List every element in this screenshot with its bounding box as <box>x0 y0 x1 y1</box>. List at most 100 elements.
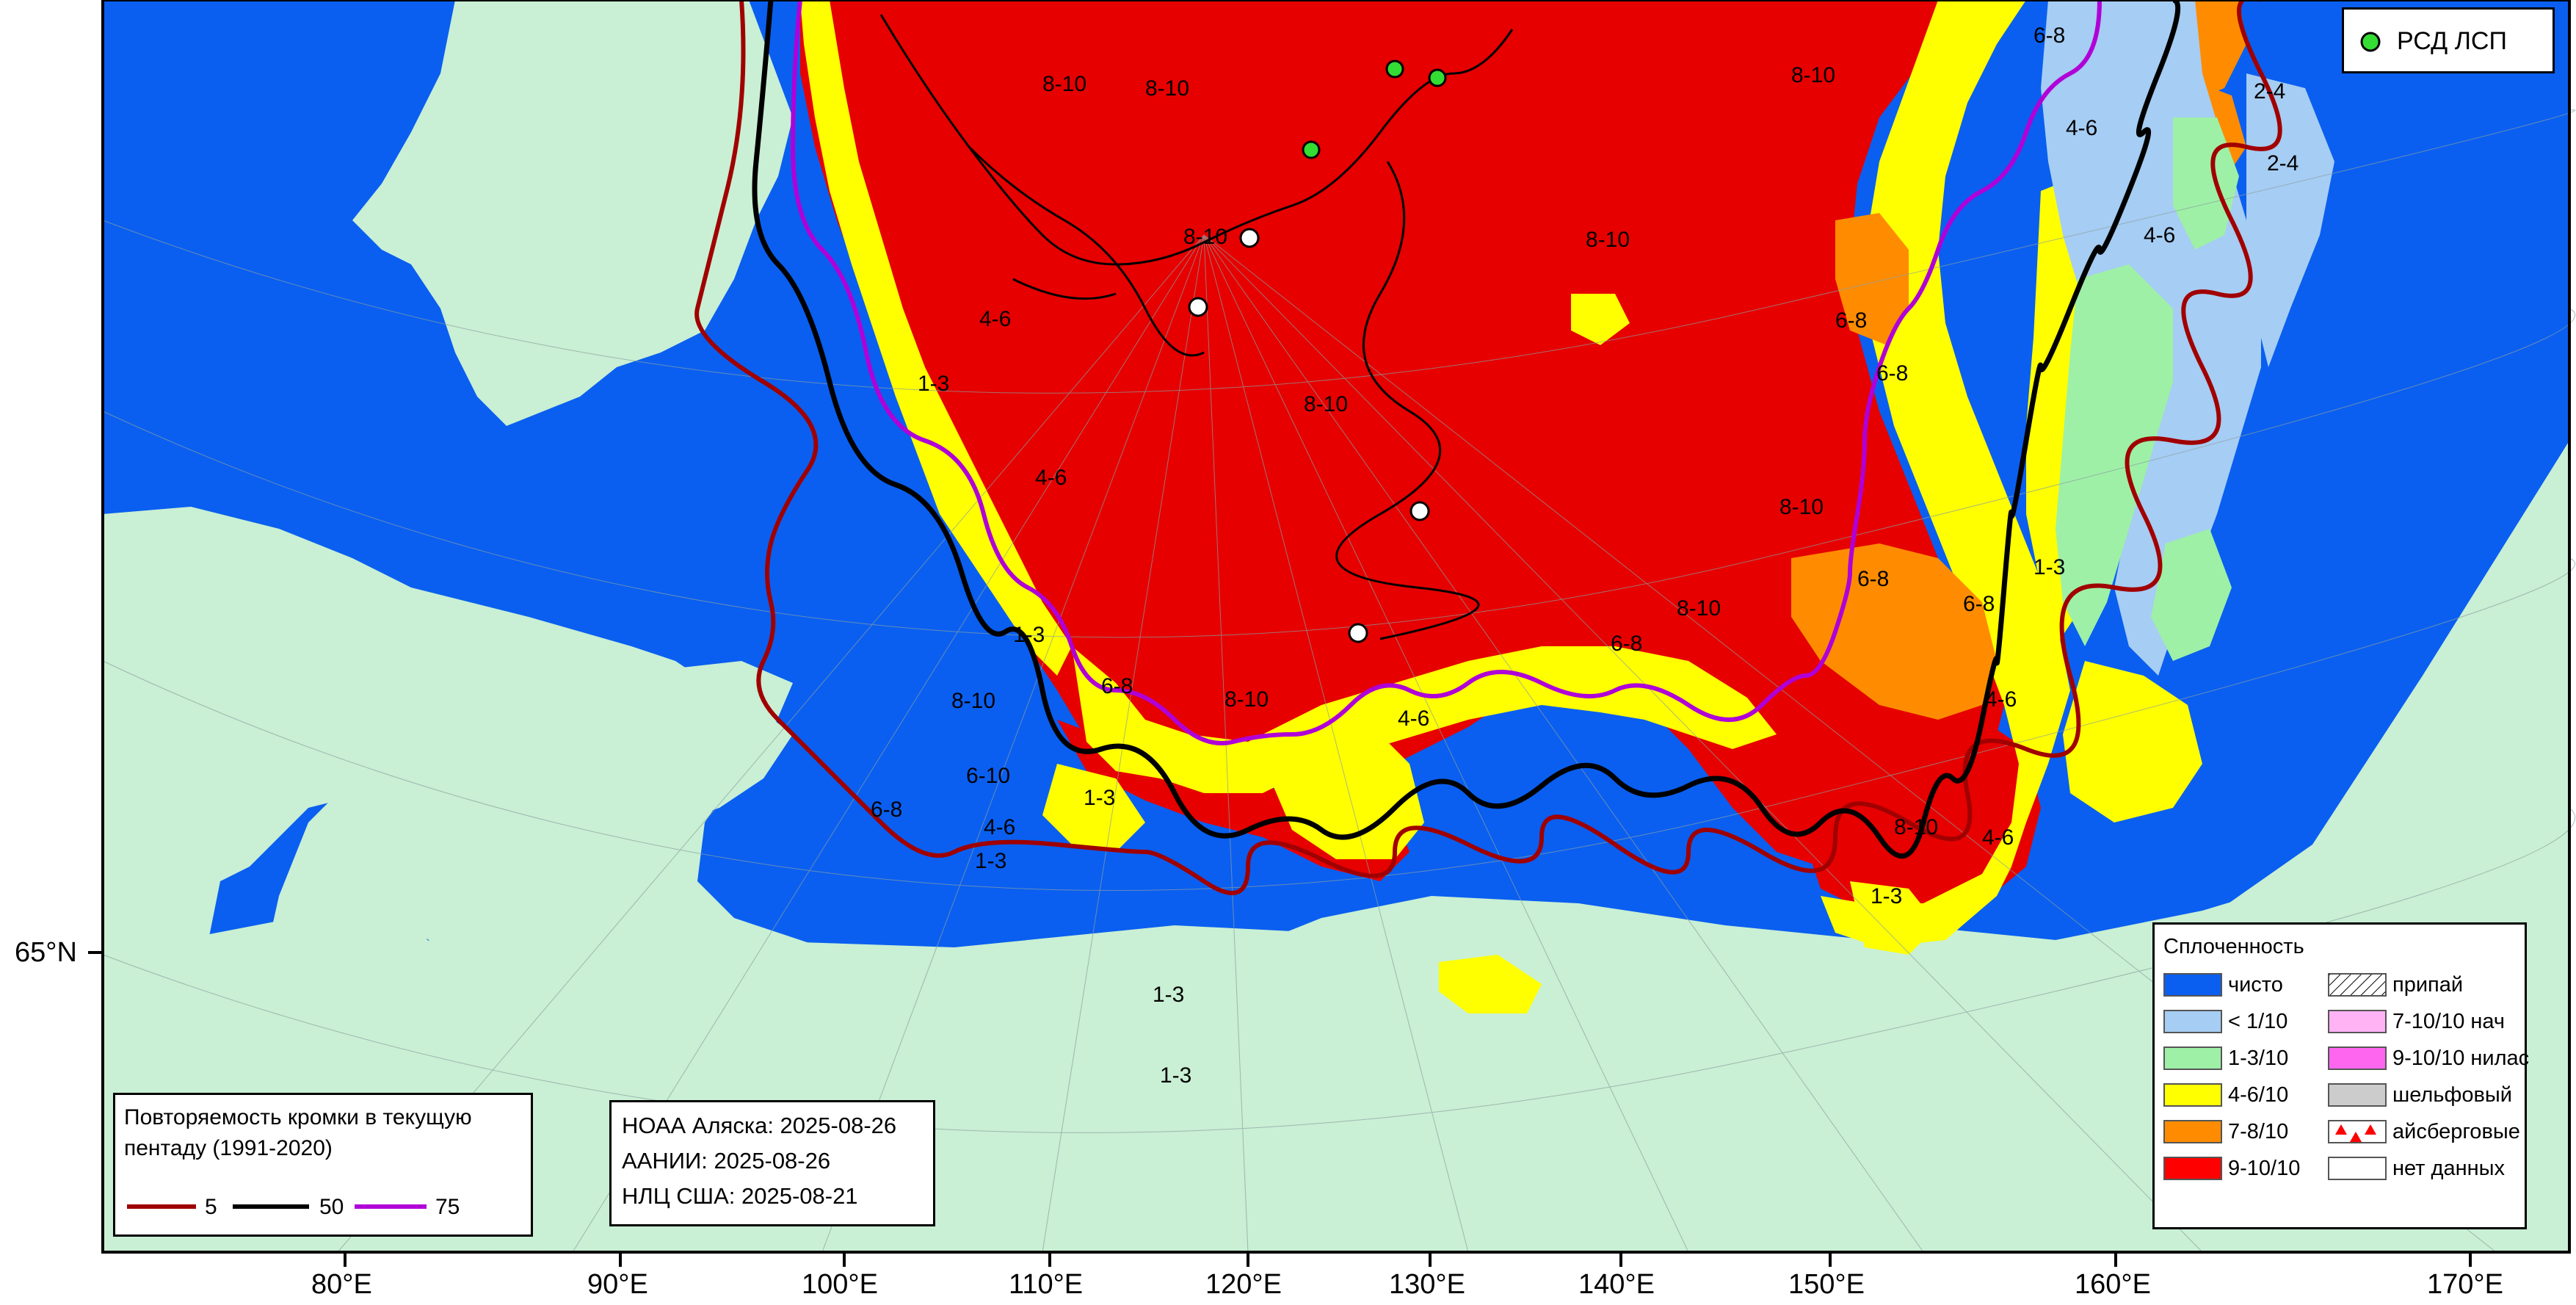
rsd-legend-label: РСД ЛСП <box>2397 27 2507 55</box>
region-label: 6-8 <box>1101 674 1133 698</box>
swatch-no-data <box>2328 1157 2387 1180</box>
region-label: 4-6 <box>1985 687 2017 712</box>
ice-4-6-yellow-lower <box>2063 661 2202 823</box>
swatch-1-3 <box>2163 1046 2222 1070</box>
concentration-legend-title: Сплоченность <box>2163 935 2304 958</box>
region-label: 4-6 <box>2144 223 2176 247</box>
hatch-icon <box>2328 973 2387 997</box>
legend-label-1-3: 1-3/10 <box>2228 1046 2289 1070</box>
station-markers <box>1188 59 1447 643</box>
region-label: 1-3 <box>975 849 1007 873</box>
legend-label-4-6: 4-6/10 <box>2228 1083 2289 1107</box>
edge-legend-title-2: пентаду (1991-2020) <box>124 1136 333 1160</box>
ice-4-6-blob-2 <box>1042 764 1145 852</box>
ice-9-10-pack <box>800 0 2011 867</box>
region-label: 6-8 <box>1963 592 1995 616</box>
region-label: 8-10 <box>1894 815 1939 839</box>
source-nic: НЛЦ США: 2025-08-21 <box>622 1183 858 1209</box>
concentration-legend: Сплоченность чисто < 1/10 1-3/10 4-6/10 … <box>2152 922 2530 1229</box>
region-label: 1-3 <box>1153 983 1185 1007</box>
lon-label: 140°E <box>1578 1269 1655 1300</box>
region-label: 1-3 <box>1013 623 1045 647</box>
rsd-legend: РСД ЛСП <box>2342 7 2555 73</box>
swatch-new-ice <box>2328 1010 2387 1033</box>
region-label: 6-8 <box>871 798 903 822</box>
map-border <box>101 0 2571 1254</box>
edge-legend-label-50: 50 <box>319 1195 344 1219</box>
source-aanii: ААНИИ: 2025-08-26 <box>622 1148 831 1174</box>
region-label: 4-6 <box>984 815 1016 839</box>
edge-line-50 <box>752 0 2181 859</box>
legend-label-clear: чисто <box>2228 973 2283 997</box>
legend-label-shelf: шельфовый <box>2392 1083 2512 1107</box>
land-taymyr <box>103 507 793 969</box>
ice-1-3-green <box>2056 264 2173 646</box>
region-label: 6-8 <box>1835 308 1868 333</box>
region-label: 6-8 <box>1876 361 1909 386</box>
legend-label-lt1: < 1/10 <box>2228 1010 2288 1033</box>
region-label: 4-6 <box>1398 706 1430 731</box>
region-label: 6-8 <box>1857 567 1890 591</box>
lon-label: 150°E <box>1788 1269 1865 1300</box>
edge-line-75 <box>790 0 2102 745</box>
region-label: 8-10 <box>1586 228 1630 252</box>
region-label: 8-10 <box>1304 392 1349 416</box>
region-label: 1-3 <box>918 372 950 396</box>
swatch-clear <box>2163 973 2222 997</box>
legend-label-no-data: нет данных <box>2392 1157 2505 1180</box>
edge-legend-label-5: 5 <box>205 1195 217 1219</box>
drift-tracks <box>879 14 1514 640</box>
region-label: 1-3 <box>2033 555 2066 579</box>
ice-4-6-south-fringe <box>1072 646 1777 793</box>
swatch-9-10 <box>2163 1157 2222 1180</box>
lon-label: 160°E <box>2075 1269 2151 1300</box>
ice-7-8-north <box>1835 213 1909 345</box>
axis-ticks <box>88 951 2472 1267</box>
region-label: 4-6 <box>1035 466 1067 490</box>
lon-label: 110°E <box>1009 1269 1084 1300</box>
ice-7-8-east-band <box>1791 543 1997 720</box>
region-label: 4-6 <box>979 307 1012 331</box>
region-label: 8-10 <box>1042 72 1087 96</box>
legend-label-fast-ice: припай <box>2392 973 2464 997</box>
iceberg-triangles-icon <box>2328 1120 2387 1143</box>
region-label: 1-3 <box>1871 884 1903 908</box>
region-label: 2-4 <box>2267 151 2299 176</box>
region-label: 6-8 <box>2033 24 2066 48</box>
lon-label: 90°E <box>587 1269 648 1300</box>
swatch-shelf <box>2328 1083 2387 1107</box>
green-dot-icon <box>2360 32 2381 52</box>
region-label: 8-10 <box>1145 76 1190 101</box>
source-noaa: НОАА Аляска: 2025-08-26 <box>622 1113 897 1138</box>
legend-label-9-10: 9-10/10 <box>2228 1157 2301 1180</box>
lon-label: 130°E <box>1389 1269 1465 1300</box>
region-label: 1-3 <box>1084 786 1116 810</box>
region-label: 1-3 <box>1160 1063 1192 1088</box>
lat-label: 65°N <box>15 937 77 968</box>
region-label: 4-6 <box>2066 116 2098 140</box>
land-severnaya-zemlya <box>352 0 793 426</box>
legend-label-nilas: 9-10/10 нилас <box>2392 1046 2530 1070</box>
region-label: 8-10 <box>1677 596 1721 621</box>
lon-label: 120°E <box>1205 1269 1282 1300</box>
edge-frequency-legend: Повторяемость кромки в текущую пентаду (… <box>113 1093 533 1237</box>
swatch-7-8 <box>2163 1120 2222 1143</box>
region-label: 8-10 <box>1183 225 1228 249</box>
swatch-4-6 <box>2163 1083 2222 1107</box>
ice-4-6-patch-a <box>1571 294 1630 345</box>
ice-4-6-west-fringe <box>800 0 1072 676</box>
ice-4-6-patch-b <box>1850 881 1938 955</box>
sources-box: НОАА Аляска: 2025-08-26 ААНИИ: 2025-08-2… <box>609 1100 935 1226</box>
region-label: 8-10 <box>1779 495 1824 519</box>
legend-label-new-ice: 7-10/10 нач <box>2392 1010 2506 1033</box>
region-label: 6-8 <box>1611 632 1643 656</box>
edge-line-5 <box>694 0 2282 895</box>
ice-1-3-green3 <box>2151 529 2232 661</box>
legend-label-7-8: 7-8/10 <box>2228 1120 2289 1143</box>
swatch-nilas <box>2328 1046 2387 1070</box>
region-label: 8-10 <box>1224 687 1269 712</box>
ice-1-3-green2 <box>2173 118 2239 250</box>
edge-legend-title-1: Повторяемость кромки в текущую <box>124 1105 472 1129</box>
